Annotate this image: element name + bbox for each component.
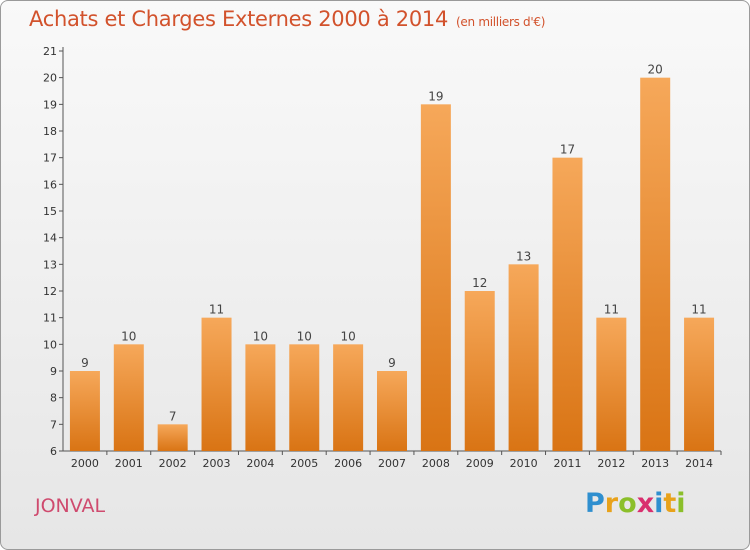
y-tick-label: 21 [43,45,57,58]
y-tick-label: 17 [43,152,57,165]
y-tick-label: 10 [43,338,57,351]
bar [508,264,539,451]
y-tick-label: 6 [50,445,57,458]
bar-value-label: 9 [388,356,396,370]
logo-letter: x [636,488,655,519]
x-tick-label: 2003 [203,457,231,470]
chart-title: Achats et Charges Externes 2000 à 2014 (e… [29,7,545,31]
x-tick-label: 2004 [246,457,274,470]
bar [684,317,715,451]
bar-value-label: 10 [121,329,136,343]
y-tick-label: 12 [43,285,57,298]
chart-bars [69,77,715,452]
y-tick-label: 11 [43,312,57,325]
x-tick-label: 2006 [334,457,362,470]
bar-value-label: 13 [516,249,531,263]
bar [157,424,188,451]
bar [245,344,276,451]
logo-letter: t [663,488,677,519]
logo-letter: i [654,488,664,519]
bar [464,291,495,451]
bar-value-label: 20 [648,63,663,77]
logo-letter: i [676,488,686,519]
bar [333,344,364,451]
bar-value-label: 10 [340,329,355,343]
bar [640,77,671,452]
bar [420,104,451,451]
bar-value-label: 10 [253,329,268,343]
bar [289,344,320,451]
bar-value-label: 12 [472,276,487,290]
chart-subtitle: (en milliers d'€) [456,15,546,29]
bar-value-label: 11 [209,303,224,317]
y-tick-label: 16 [43,178,57,191]
y-tick-label: 7 [50,418,57,431]
x-tick-label: 2012 [597,457,625,470]
y-tick-label: 13 [43,258,57,271]
y-tick-label: 15 [43,205,57,218]
chart-labels: 9 10 7 11 10 10 10 9 19 12 13 17 11 20 11 [81,63,707,424]
bar [377,371,407,451]
y-tick-label: 20 [43,72,57,85]
x-tick-label: 2007 [378,457,406,470]
bar-value-label: 17 [560,143,575,157]
y-tick-label: 14 [43,232,57,245]
bar-value-label: 11 [604,303,619,317]
x-tick-label: 2013 [641,457,669,470]
logo-letter: r [604,488,619,519]
bar-value-label: 9 [81,356,89,370]
x-tick-label: 2005 [290,457,318,470]
x-tick-label: 2010 [510,457,538,470]
y-tick-label: 8 [50,392,57,405]
x-tick-label: 2014 [685,457,713,470]
logo-letter: o [618,488,637,519]
y-tick-label: 19 [43,98,57,111]
x-tick-label: 2008 [422,457,450,470]
chart-title-text: Achats et Charges Externes 2000 à 2014 [29,7,449,31]
x-tick-label: 2001 [115,457,143,470]
bar-value-label: 11 [691,303,706,317]
chart-axes: 6 7 8 9 10 11 12 13 14 15 16 17 18 19 20 21 2000 2001 2002… [43,45,722,470]
x-tick-label: 2002 [159,457,187,470]
bar-value-label: 19 [428,89,443,103]
bar [69,371,100,451]
bar [113,344,144,451]
y-tick-label: 9 [50,365,57,378]
x-tick-label: 2011 [553,457,581,470]
location-name: JONVAL [35,495,106,517]
x-tick-label: 2009 [466,457,494,470]
proxiti-logo: Proxiti [585,488,686,519]
bar-value-label: 7 [169,409,177,423]
logo-letter: P [585,488,605,519]
y-tick-label: 18 [43,125,57,138]
bar [201,317,232,451]
bar [552,157,583,451]
bar-value-label: 10 [297,329,312,343]
x-tick-label: 2000 [71,457,99,470]
bar [596,317,627,451]
